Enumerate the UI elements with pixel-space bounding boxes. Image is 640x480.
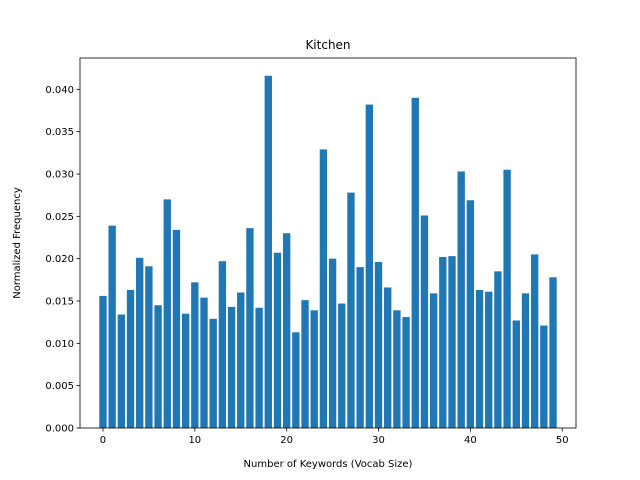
y-tick-label: 0.010 (45, 339, 74, 350)
y-tick-label: 0.015 (45, 296, 74, 307)
bar-3 (126, 289, 135, 428)
bar-11 (200, 297, 208, 428)
bar-18 (264, 75, 272, 428)
bar-9 (181, 313, 190, 428)
y-axis-label: Normalized Frequency (12, 187, 23, 299)
bar-30 (374, 262, 383, 428)
bar-39 (457, 171, 465, 428)
bar-37 (439, 256, 447, 428)
bar-4 (136, 257, 144, 428)
bar-28 (356, 267, 364, 428)
bar-46 (521, 293, 530, 428)
bar-12 (209, 318, 217, 428)
bar-19 (273, 252, 282, 428)
y-tick-label: 0.035 (45, 127, 74, 138)
y-tick-label: 0.030 (45, 169, 74, 180)
bar-2 (117, 314, 126, 428)
x-axis-label: Number of Keywords (Vocab Size) (244, 459, 413, 470)
bar-20 (282, 233, 291, 428)
bar-35 (420, 215, 429, 428)
bar-8 (172, 229, 181, 428)
bar-1 (108, 225, 116, 428)
bar-10 (191, 282, 199, 428)
bar-15 (237, 292, 245, 428)
bar-22 (301, 300, 309, 428)
bar-5 (145, 266, 153, 428)
bar-41 (475, 289, 484, 428)
bar-17 (255, 307, 263, 428)
bar-24 (319, 149, 328, 428)
bar-49 (549, 277, 557, 428)
bar-16 (246, 228, 254, 428)
bar-43 (494, 271, 502, 428)
bar-33 (402, 317, 410, 428)
bar-36 (429, 293, 438, 428)
bar-34 (411, 97, 419, 428)
x-tick-label: 50 (556, 435, 569, 446)
y-axis-ticks: 0.000 0.005 0.010 0.015 0.020 0.025 0.030 0.035… (45, 85, 80, 435)
y-tick-label: 0.000 (45, 424, 74, 435)
bar-29 (365, 104, 374, 428)
bar-21 (292, 332, 300, 428)
bar-27 (347, 192, 355, 428)
bars-group (99, 75, 557, 428)
plot-frame (79, 57, 577, 429)
bar-32 (393, 310, 401, 428)
bar-26 (338, 303, 346, 428)
bar-7 (163, 199, 171, 428)
y-tick-label: 0.040 (45, 85, 74, 96)
bar-23 (310, 310, 318, 428)
bar-13 (218, 261, 227, 428)
bar-40 (466, 200, 475, 428)
bar-6 (154, 305, 162, 428)
x-tick-label: 40 (464, 435, 477, 446)
bar-47 (530, 254, 539, 428)
y-tick-label: 0.005 (45, 381, 74, 392)
y-tick-label: 0.025 (45, 212, 74, 223)
bar-45 (512, 320, 520, 428)
bar-25 (328, 258, 337, 428)
bar-31 (384, 287, 392, 428)
y-tick-label: 0.020 (45, 254, 74, 265)
bar-44 (503, 169, 511, 428)
bar-0 (99, 295, 107, 428)
plot-background (80, 58, 576, 428)
x-tick-label: 30 (372, 435, 385, 446)
bar-38 (448, 256, 456, 428)
chart-title: Kitchen (305, 38, 350, 52)
x-tick-label: 0 (100, 435, 106, 446)
bar-14 (227, 306, 236, 428)
bar-42 (485, 291, 493, 428)
bar-48 (540, 325, 548, 428)
x-axis-ticks: 0 10 20 30 40 50 (100, 428, 569, 446)
x-tick-label: 20 (280, 435, 293, 446)
x-tick-label: 10 (188, 435, 201, 446)
